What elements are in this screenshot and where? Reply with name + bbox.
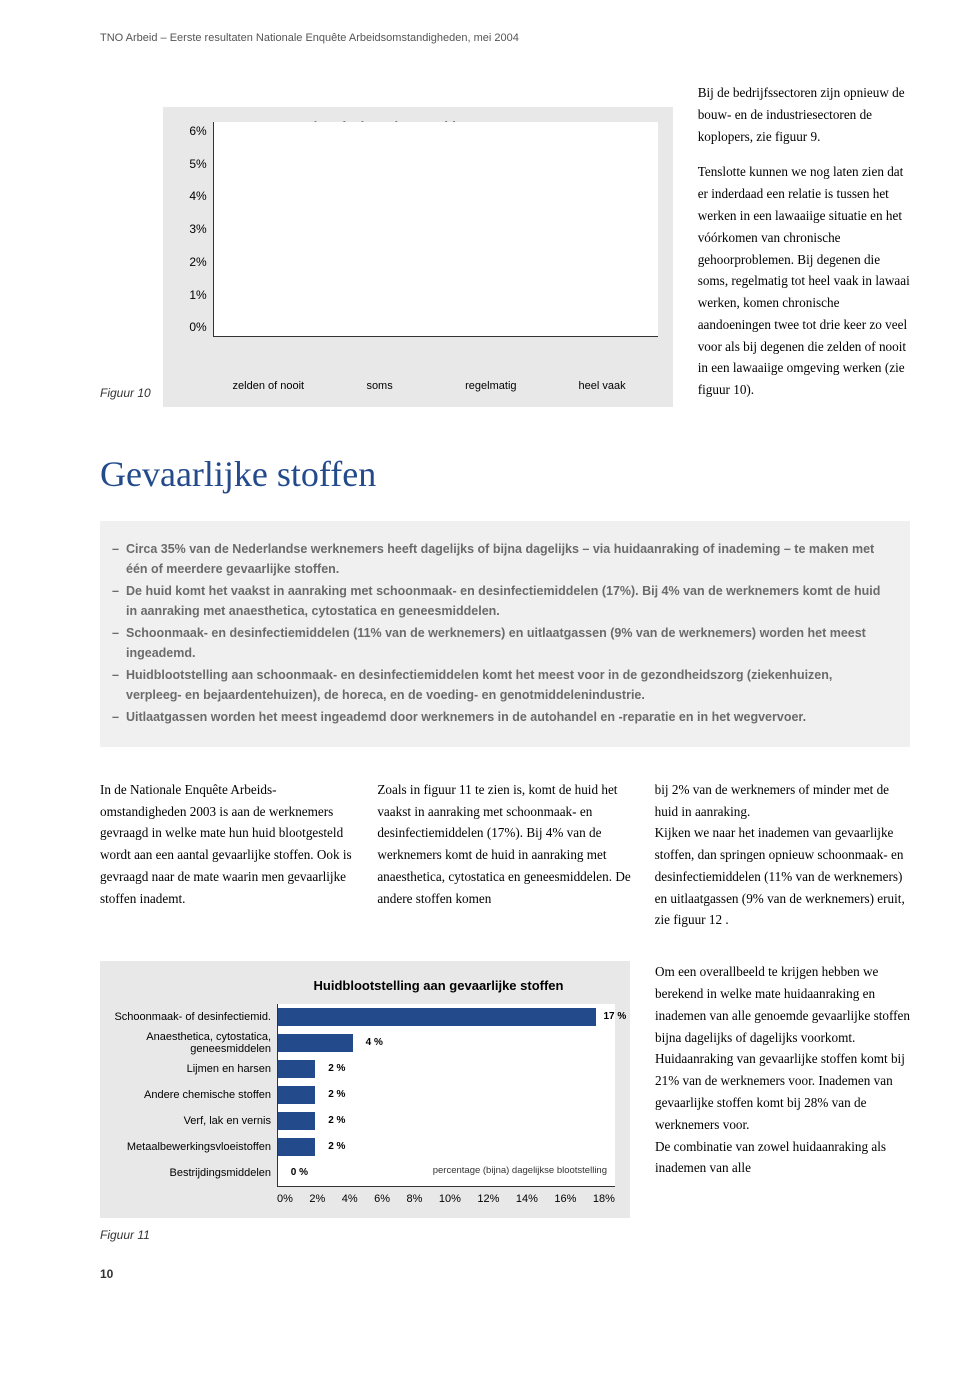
side-text: Bij de bedrijfssectoren zijn opnieuw de … [698,82,910,407]
figure-11-caption: Figuur 11 [100,1226,630,1245]
figure-10-caption: Figuur 10 [100,384,151,407]
section-heading: Gevaarlijke stoffen [100,447,910,503]
figure-10-wrap: Figuur 10 Percentage chronische gehoorpr… [100,82,673,407]
chart11-ylabels: Schoonmaak- of desinfectiemid.Anaestheti… [112,1004,277,1187]
col1: In de Nationale Enquête Arbeids­omstandi… [100,779,355,931]
col2: Zoals in figuur 11 te zien is, komt de h… [377,779,632,931]
summary-box: –Circa 35% van de Nederlandse werknemers… [100,521,910,747]
top-row: Figuur 10 Percentage chronische gehoorpr… [100,82,910,407]
chart11-xlabels: 0%2%4%6%8%10%12%14%16%18% [277,1191,615,1208]
chart11: Schoonmaak- of desinfectiemid.Anaestheti… [112,1004,615,1187]
bottom-text: Om een overallbeeld te krijgen heb­ben w… [655,961,910,1245]
chart11-plot: 17 %4 %2 %2 %2 %2 %0 %percentage (bijna)… [277,1004,615,1187]
chart11-title: Huidblootstelling aan gevaarlijke stoffe… [262,976,615,996]
col3: bij 2% van de werknemers of minder met d… [655,779,910,931]
chart10-xlabels: zelden of nooitsomsregelmatigheel vaak [213,378,658,395]
chart11-note: percentage (bijna) dagelijkse blootstell… [433,1164,607,1179]
side-p1: Bij de bedrijfssectoren zijn opnieuw de … [698,82,910,147]
chart10-plot: 1,7 %4,3 %4,6 %4,8 % [213,122,658,337]
page-header: TNO Arbeid – Eerste resultaten Nationale… [100,30,910,47]
figure-10: Percentage chronische gehoorproblemennaa… [163,107,673,407]
figure-11: Huidblootstelling aan gevaarlijke stoffe… [100,961,630,1218]
body-columns: In de Nationale Enquête Arbeids­omstandi… [100,779,910,931]
chart10: 6%5%4%3%2%1%0% 1,7 %4,3 %4,6 %4,8 % [173,122,658,372]
page-number: 10 [100,1265,910,1284]
bottom-row: Huidblootstelling aan gevaarlijke stoffe… [100,961,910,1245]
side-p2: Tenslotte kunnen we nog laten zien dat e… [698,161,910,401]
figure-11-wrap: Huidblootstelling aan gevaarlijke stoffe… [100,961,630,1245]
chart10-yaxis: 6%5%4%3%2%1%0% [173,122,213,337]
